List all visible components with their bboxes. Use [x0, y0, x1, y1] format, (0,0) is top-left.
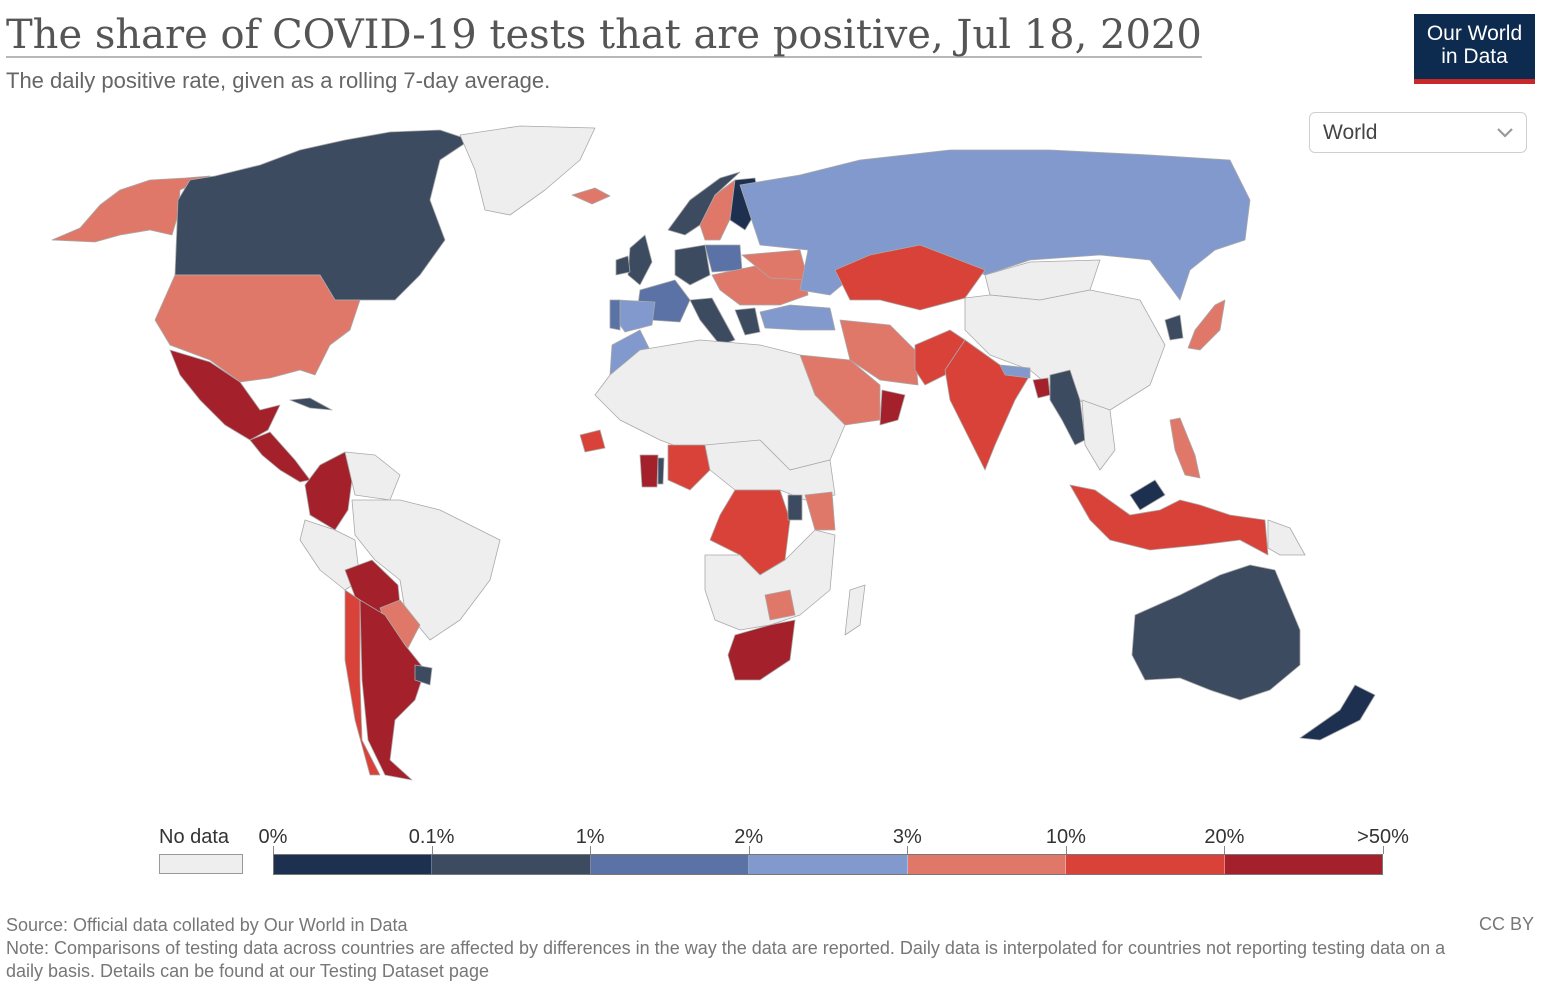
legend-tick-label: 0.1% — [408, 826, 455, 848]
legend-tick-mark — [907, 846, 909, 854]
country-italy[interactable] — [689, 297, 736, 346]
country-philippines[interactable] — [1169, 417, 1201, 479]
country-zimbabwe[interactable] — [764, 589, 796, 621]
country-southern-africa[interactable] — [704, 529, 836, 631]
country-korea[interactable] — [1164, 314, 1184, 341]
legend-bin[interactable] — [907, 855, 1067, 874]
legend-no-data-label: No data — [159, 826, 230, 848]
country-cuba[interactable] — [289, 397, 333, 411]
country-japan[interactable] — [1187, 299, 1226, 351]
country-germany[interactable] — [674, 244, 711, 286]
chevron-down-icon — [1497, 128, 1513, 138]
country-norway[interactable] — [667, 171, 741, 236]
country-greece[interactable] — [734, 307, 761, 336]
logo-line-1: Our World — [1426, 22, 1523, 45]
country-indonesia[interactable] — [1069, 484, 1269, 556]
legend-bin[interactable] — [590, 855, 750, 874]
legend-tick-mark — [431, 846, 433, 854]
country-argentina[interactable] — [359, 599, 426, 781]
country-poland[interactable] — [704, 244, 743, 273]
legend-bin[interactable] — [1066, 855, 1225, 874]
country-canada[interactable] — [174, 129, 471, 301]
footer-source: Source: Official data collated by Our Wo… — [6, 915, 408, 935]
country-venezuela[interactable] — [344, 451, 401, 501]
footer-note: Note: Comparisons of testing data across… — [6, 938, 1446, 981]
country-nepal[interactable] — [999, 364, 1031, 379]
country-turkey[interactable] — [759, 304, 836, 331]
country-madagascar[interactable] — [844, 584, 866, 636]
country-ghana[interactable] — [639, 454, 659, 488]
legend-bin[interactable] — [749, 855, 908, 874]
logo-line-2: in Data — [1441, 45, 1508, 68]
legend-tick-label: 2% — [734, 826, 764, 848]
legend-tick-mark — [1224, 846, 1226, 854]
country-chile[interactable] — [344, 589, 381, 776]
country-united-states[interactable] — [154, 274, 361, 383]
country-uruguay[interactable] — [414, 664, 433, 686]
legend-tick-label: 0% — [258, 826, 288, 848]
color-legend: No data 0% 0.1% 1% 2% 3% 10% 20% >50% — [0, 820, 1552, 890]
country-pakistan[interactable] — [914, 329, 966, 386]
legend-tick-mark — [1383, 846, 1384, 854]
chart-title: The share of COVID-19 tests that are pos… — [6, 12, 1202, 58]
country-greenland[interactable] — [459, 125, 596, 216]
legend-tick-mark — [273, 846, 274, 854]
legend-no-data-swatch[interactable] — [159, 854, 243, 874]
legend-bin[interactable] — [1224, 855, 1382, 874]
legend-color-bins — [273, 854, 1383, 875]
country-china[interactable] — [964, 289, 1166, 411]
legend-tick-mark — [748, 846, 750, 854]
country-guatemala[interactable] — [249, 431, 311, 483]
region-selector-value: World — [1323, 121, 1378, 144]
legend-tick-mark — [590, 846, 592, 854]
country-mexico[interactable] — [169, 349, 281, 441]
owid-logo[interactable]: Our World in Data — [1414, 14, 1535, 84]
chart-footer: Source: Official data collated by Our Wo… — [6, 914, 1486, 983]
country-myanmar[interactable] — [1049, 369, 1086, 446]
country-malaysia[interactable] — [1129, 479, 1166, 511]
legend-tick-label: 3% — [892, 826, 922, 848]
country-kenya[interactable] — [804, 491, 836, 531]
country-nigeria[interactable] — [667, 444, 711, 491]
legend-bin[interactable] — [274, 855, 433, 874]
legend-tick-mark — [1065, 846, 1067, 854]
legend-tick-label: 10% — [1045, 826, 1086, 848]
world-map — [51, 125, 1376, 781]
country-papua-new-guinea[interactable] — [1267, 519, 1306, 556]
legend-tick-label: 1% — [575, 826, 605, 848]
country-rwanda[interactable] — [787, 494, 803, 521]
country-colombia[interactable] — [304, 451, 353, 531]
legend-bin[interactable] — [432, 855, 591, 874]
legend-tick-label: 20% — [1204, 826, 1245, 848]
country-brazil[interactable] — [351, 499, 501, 641]
chart-subtitle: The daily positive rate, given as a roll… — [6, 68, 551, 93]
country-bangladesh[interactable] — [1032, 377, 1051, 399]
country-south-africa[interactable] — [727, 619, 796, 681]
country-iceland[interactable] — [571, 187, 611, 205]
country-southeast-asia[interactable] — [1081, 399, 1116, 471]
license-link[interactable]: CC BY — [1478, 914, 1534, 934]
country-togo[interactable] — [657, 457, 665, 485]
country-portugal[interactable] — [609, 299, 621, 331]
country-senegal[interactable] — [579, 429, 606, 453]
country-new-zealand[interactable] — [1299, 684, 1376, 741]
country-united-kingdom[interactable] — [627, 234, 653, 286]
country-australia[interactable] — [1131, 564, 1301, 701]
country-spain[interactable] — [614, 299, 656, 333]
country-oman[interactable] — [879, 389, 906, 426]
legend-tick-label: >50% — [1357, 826, 1409, 848]
country-ireland[interactable] — [615, 255, 631, 276]
region-selector-dropdown[interactable]: World — [1309, 112, 1527, 153]
